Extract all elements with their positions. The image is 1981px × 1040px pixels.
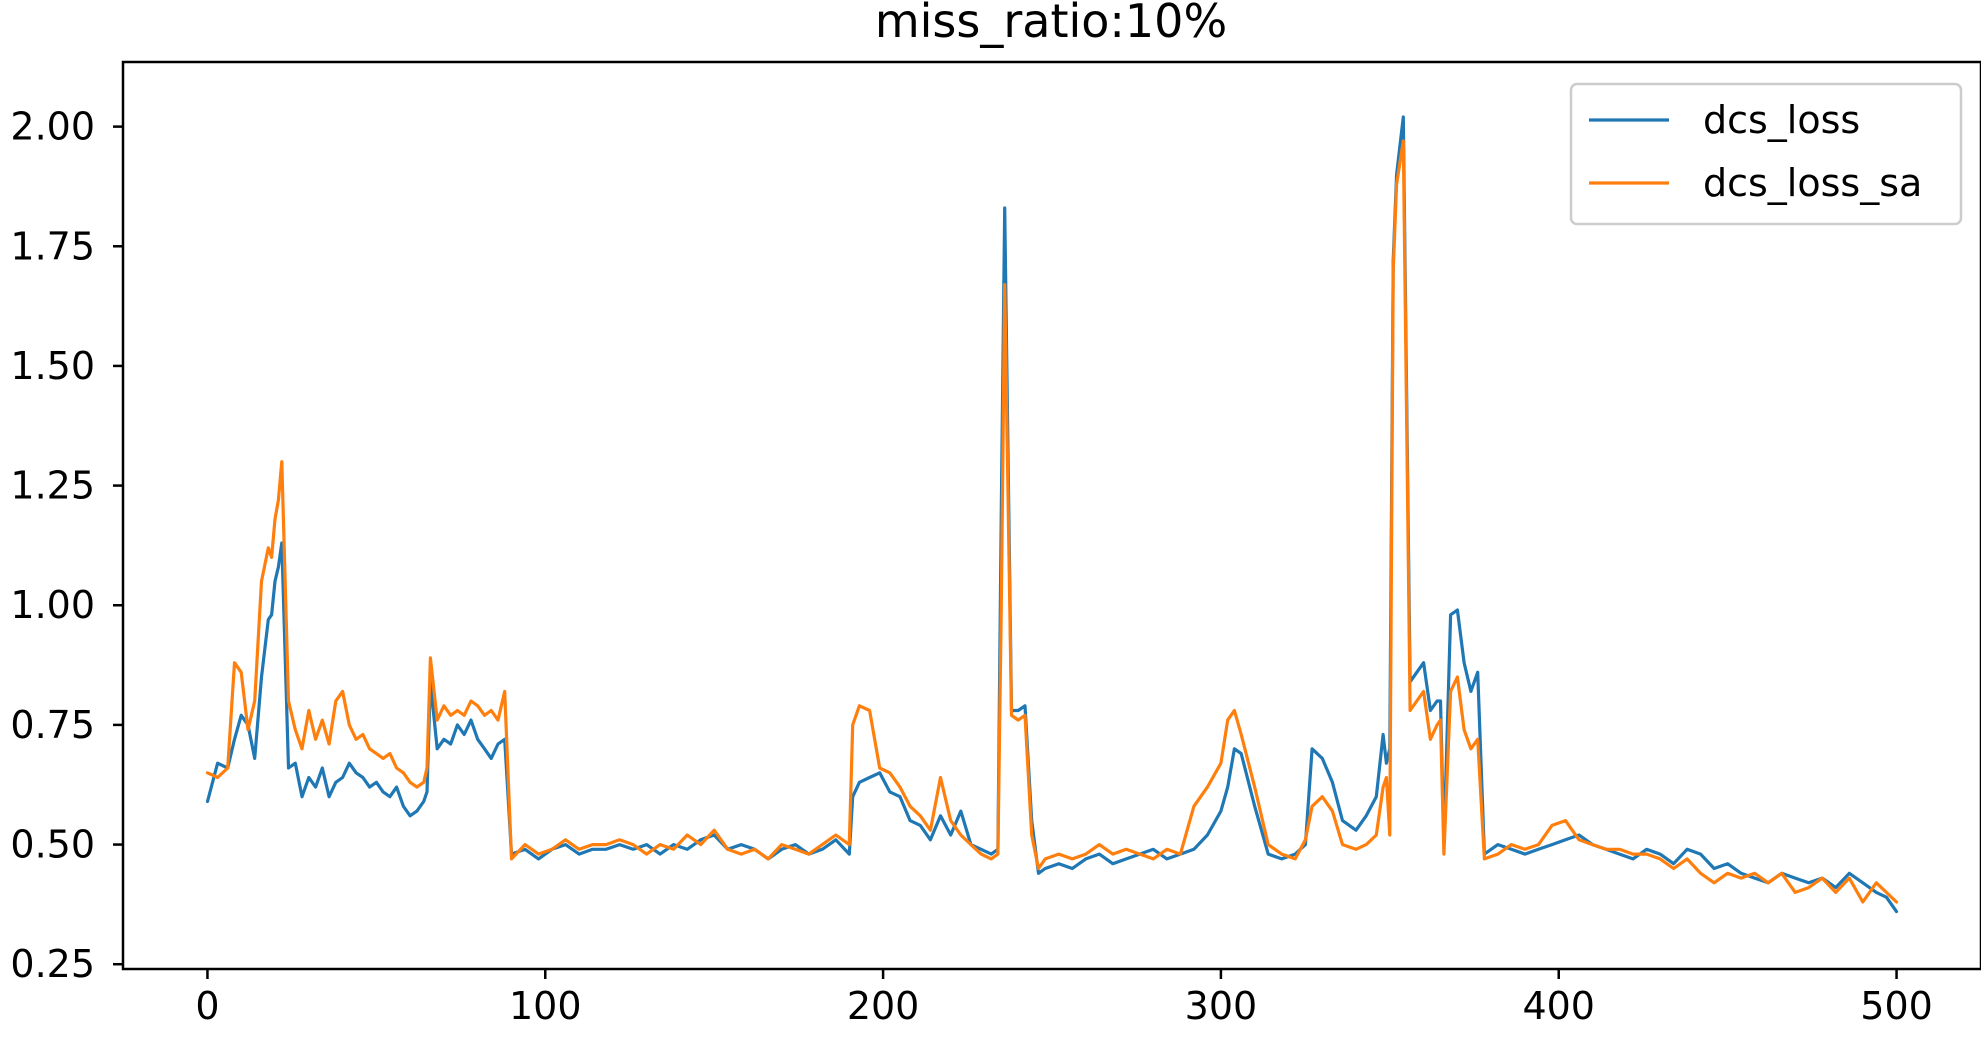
- y-tick-label: 0.75: [10, 703, 95, 747]
- x-tick-label: 400: [1522, 984, 1595, 1028]
- y-tick-label: 0.50: [10, 823, 95, 867]
- series-line-dcs-loss-sa: [205, 139, 1899, 904]
- y-tick-label: 1.00: [10, 583, 95, 627]
- x-tick-label: 300: [1185, 984, 1258, 1028]
- y-tick-label: 1.75: [10, 224, 95, 268]
- legend: dcs_loss dcs_loss_sa: [1569, 82, 1963, 226]
- legend-label-dcs-loss-sa: dcs_loss_sa: [1703, 161, 1922, 205]
- y-tick-label: 1.25: [10, 464, 95, 508]
- x-tick-label: 200: [847, 984, 920, 1028]
- x-tick-label: 100: [509, 984, 582, 1028]
- legend-label-dcs-loss: dcs_loss: [1703, 98, 1860, 142]
- y-tick-label: 0.25: [10, 942, 95, 986]
- x-tick-label: 0: [195, 984, 219, 1028]
- x-tick-label: 500: [1860, 984, 1933, 1028]
- axes-frame: [121, 60, 1981, 971]
- y-tick-label: 1.50: [10, 344, 95, 388]
- y-axis: 0.25 0.50 0.75 1.00 1.25 1.50 1.75 2.00: [10, 105, 123, 986]
- x-axis: 0 100 200 300 400 500: [195, 969, 1933, 1028]
- chart-title: miss_ratio:10%: [875, 0, 1227, 48]
- series-layer: [205, 115, 1899, 914]
- series-line-dcs-loss: [205, 115, 1899, 914]
- y-tick-label: 2.00: [10, 105, 95, 149]
